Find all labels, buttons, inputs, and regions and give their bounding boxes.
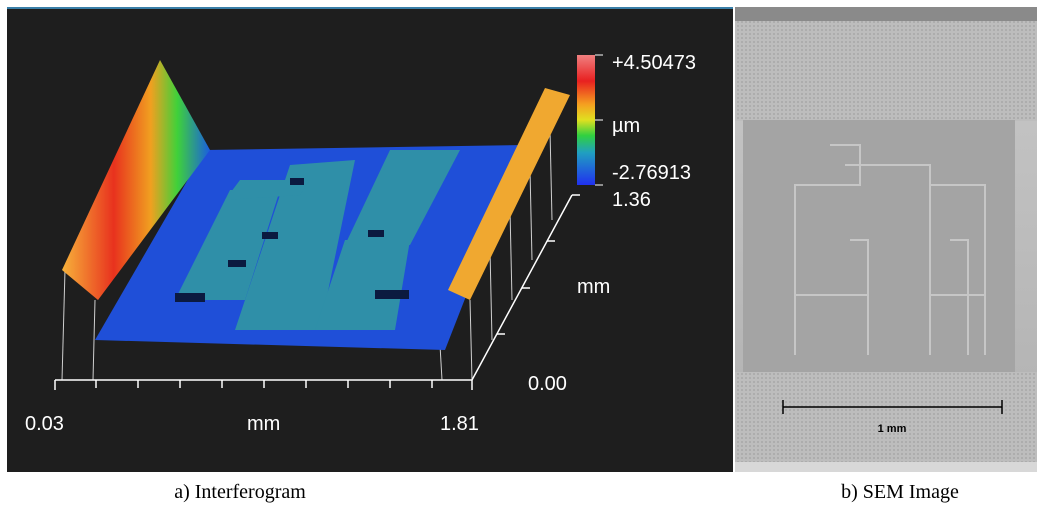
- x-unit-label: mm: [247, 413, 280, 435]
- sem-texture-top: [735, 21, 1037, 121]
- interferogram-panel: +4.50473 µm -2.76913 1.36 mm 0.00 0.03 m…: [7, 7, 733, 472]
- x-min-label: 0.03: [25, 413, 64, 435]
- colorbar-unit: µm: [612, 115, 640, 137]
- y-unit-label: mm: [577, 276, 610, 298]
- sem-top-edge: [735, 7, 1037, 21]
- sem-texture-bottom: [735, 372, 1037, 472]
- sem-panel: 1 mm: [735, 7, 1037, 472]
- scale-bar-label: 1 mm: [878, 423, 907, 435]
- colorbar: [577, 55, 595, 185]
- caption: b) SEM Image: [841, 481, 959, 503]
- figure: +4.50473 µm -2.76913 1.36 mm 0.00 0.03 m…: [0, 0, 1037, 505]
- colorbar-max: +4.50473: [612, 52, 696, 74]
- sem-membrane: [743, 120, 1015, 372]
- y-min-label: 0.00: [528, 373, 567, 395]
- caption: a) Interferogram: [174, 481, 306, 503]
- y-max-label: 1.36: [612, 189, 651, 211]
- x-max-label: 1.81: [440, 413, 479, 435]
- colorbar-min: -2.76913: [612, 162, 691, 184]
- sem-bottom-edge: [735, 462, 1037, 472]
